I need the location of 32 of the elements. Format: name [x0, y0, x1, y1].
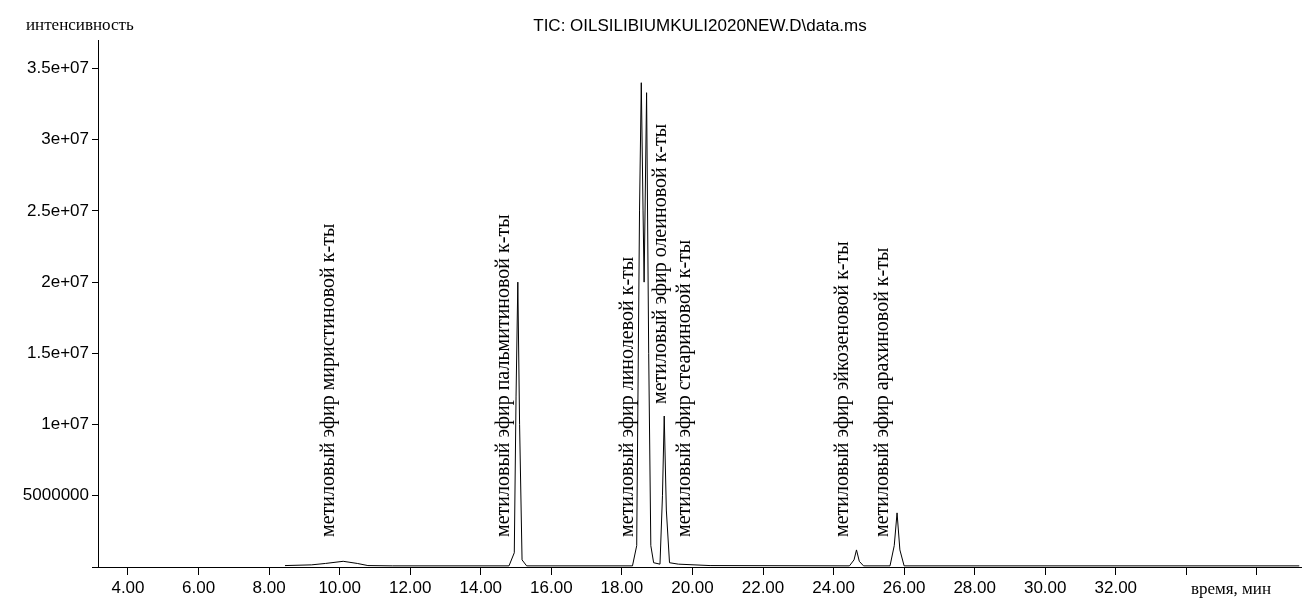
x-tick-label: 12.00	[388, 577, 432, 597]
y-tick-label: 1.5e+07	[27, 343, 89, 363]
x-tick-label: 22.00	[741, 577, 785, 597]
annotation: метиловый эфир стеариновой к-ты	[671, 239, 695, 537]
x-tick-label: 14.00	[459, 577, 503, 597]
x-tick-label: 32.00	[1094, 577, 1138, 597]
y-tick-label: 2.5e+07	[27, 200, 89, 220]
y-tick-label: 3.5e+07	[27, 58, 89, 78]
annotation: метиловый эфир миристиновой к-ты	[316, 223, 340, 537]
annotation: метиловый эфир линолевой к-ты	[614, 256, 638, 537]
x-tick-label: 20.00	[671, 577, 714, 597]
y-tick-label: 3e+07	[41, 129, 89, 149]
y-tick-label: 2e+07	[41, 271, 89, 291]
x-tick-label: 30.00	[1023, 577, 1067, 597]
y-tick-label: 5000000	[22, 485, 89, 505]
annotation: метиловый эфир олеиновой к-ты	[647, 123, 671, 405]
y-tick-label: 1e+07	[41, 414, 89, 434]
x-tick-label: 6.00	[182, 577, 216, 597]
chart-title: TIC: OILSILIBIUMKULI2020NEW.D\data.ms	[533, 15, 867, 35]
x-tick-label: 18.00	[600, 577, 644, 597]
x-tick-label: 4.00	[111, 577, 145, 597]
x-axis-title: время, мин	[1190, 578, 1271, 598]
x-tick-label: 28.00	[953, 577, 996, 597]
annotation: метиловый эфир эйкозеновой к-ты	[829, 241, 853, 537]
annotation: метиловый эфир пальмитиновой к-ты	[491, 214, 515, 537]
y-axis-title: интенсивность	[26, 15, 134, 35]
x-tick-label: 8.00	[252, 577, 286, 597]
x-tick-label: 24.00	[812, 577, 855, 597]
x-tick-label: 10.00	[318, 577, 361, 597]
x-tick-label: 26.00	[882, 577, 926, 597]
annotation: метиловый эфир арахиновой к-ты	[870, 247, 894, 537]
x-tick-label: 16.00	[530, 577, 573, 597]
